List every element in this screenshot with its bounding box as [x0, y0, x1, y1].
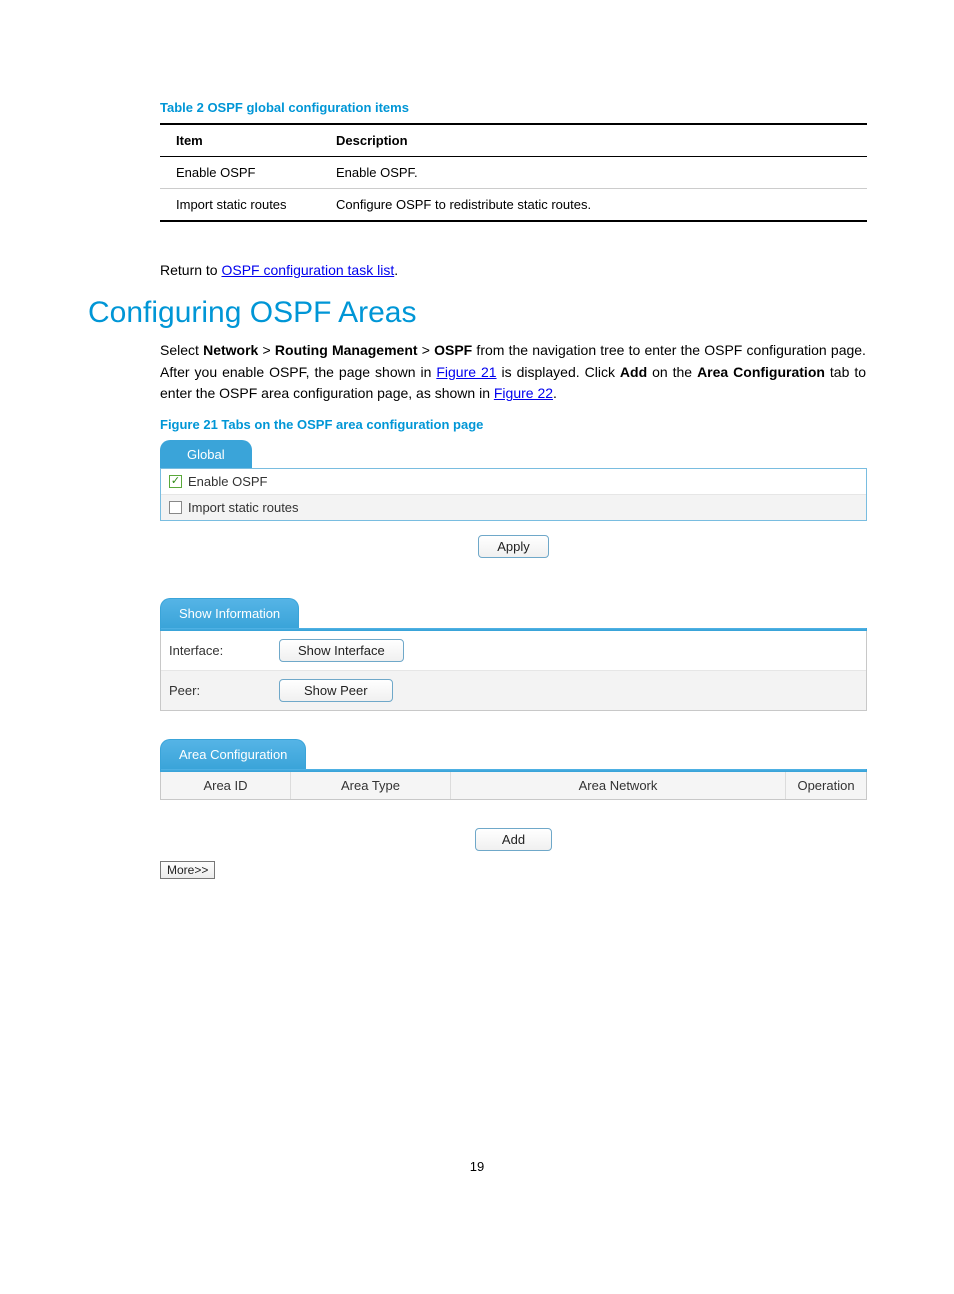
- config-table: Item Description Enable OSPF Enable OSPF…: [160, 123, 867, 222]
- return-prefix: Return to: [160, 262, 221, 278]
- apply-button[interactable]: Apply: [478, 535, 549, 558]
- page-number: 19: [88, 1159, 866, 1174]
- import-static-label: Import static routes: [188, 500, 299, 515]
- ospf-task-list-link[interactable]: OSPF configuration task list: [221, 262, 394, 278]
- tab-show-information[interactable]: Show Information: [160, 598, 299, 628]
- area-columns-header: Area ID Area Type Area Network Operation: [160, 772, 867, 800]
- figure-21: Global Enable OSPF Import static routes …: [160, 440, 867, 879]
- body-paragraph: Select Network > Routing Management > OS…: [160, 340, 866, 405]
- col-area-type: Area Type: [291, 772, 451, 799]
- section-heading: Configuring OSPF Areas: [88, 296, 866, 330]
- peer-label: Peer:: [169, 683, 279, 698]
- th-description: Description: [320, 124, 867, 157]
- col-area-network: Area Network: [451, 772, 786, 799]
- cell-item: Enable OSPF: [160, 157, 320, 189]
- table-row: Import static routes Configure OSPF to r…: [160, 189, 867, 222]
- col-area-id: Area ID: [161, 772, 291, 799]
- table-caption: Table 2 OSPF global configuration items: [160, 100, 866, 115]
- show-info-panel: Interface: Show Interface Peer: Show Pee…: [160, 631, 867, 711]
- cell-desc: Configure OSPF to redistribute static ro…: [320, 189, 867, 222]
- cell-desc: Enable OSPF.: [320, 157, 867, 189]
- return-suffix: .: [394, 262, 398, 278]
- figure-21-link[interactable]: Figure 21: [436, 364, 496, 380]
- cell-item: Import static routes: [160, 189, 320, 222]
- figure-22-link[interactable]: Figure 22: [494, 385, 553, 401]
- table-row: Enable OSPF Enable OSPF.: [160, 157, 867, 189]
- show-peer-button[interactable]: Show Peer: [279, 679, 393, 702]
- enable-ospf-label: Enable OSPF: [188, 474, 268, 489]
- checkbox-enable-ospf[interactable]: [169, 475, 182, 488]
- interface-label: Interface:: [169, 643, 279, 658]
- tab-global[interactable]: Global: [160, 440, 252, 468]
- col-operation: Operation: [786, 772, 866, 799]
- add-button[interactable]: Add: [475, 828, 552, 851]
- th-item: Item: [160, 124, 320, 157]
- global-panel: Enable OSPF Import static routes: [160, 468, 867, 521]
- more-button[interactable]: More>>: [160, 861, 215, 879]
- tab-area-configuration[interactable]: Area Configuration: [160, 739, 306, 769]
- return-line: Return to OSPF configuration task list.: [160, 262, 866, 278]
- figure-caption: Figure 21 Tabs on the OSPF area configur…: [160, 417, 866, 432]
- checkbox-import-static[interactable]: [169, 501, 182, 514]
- show-interface-button[interactable]: Show Interface: [279, 639, 404, 662]
